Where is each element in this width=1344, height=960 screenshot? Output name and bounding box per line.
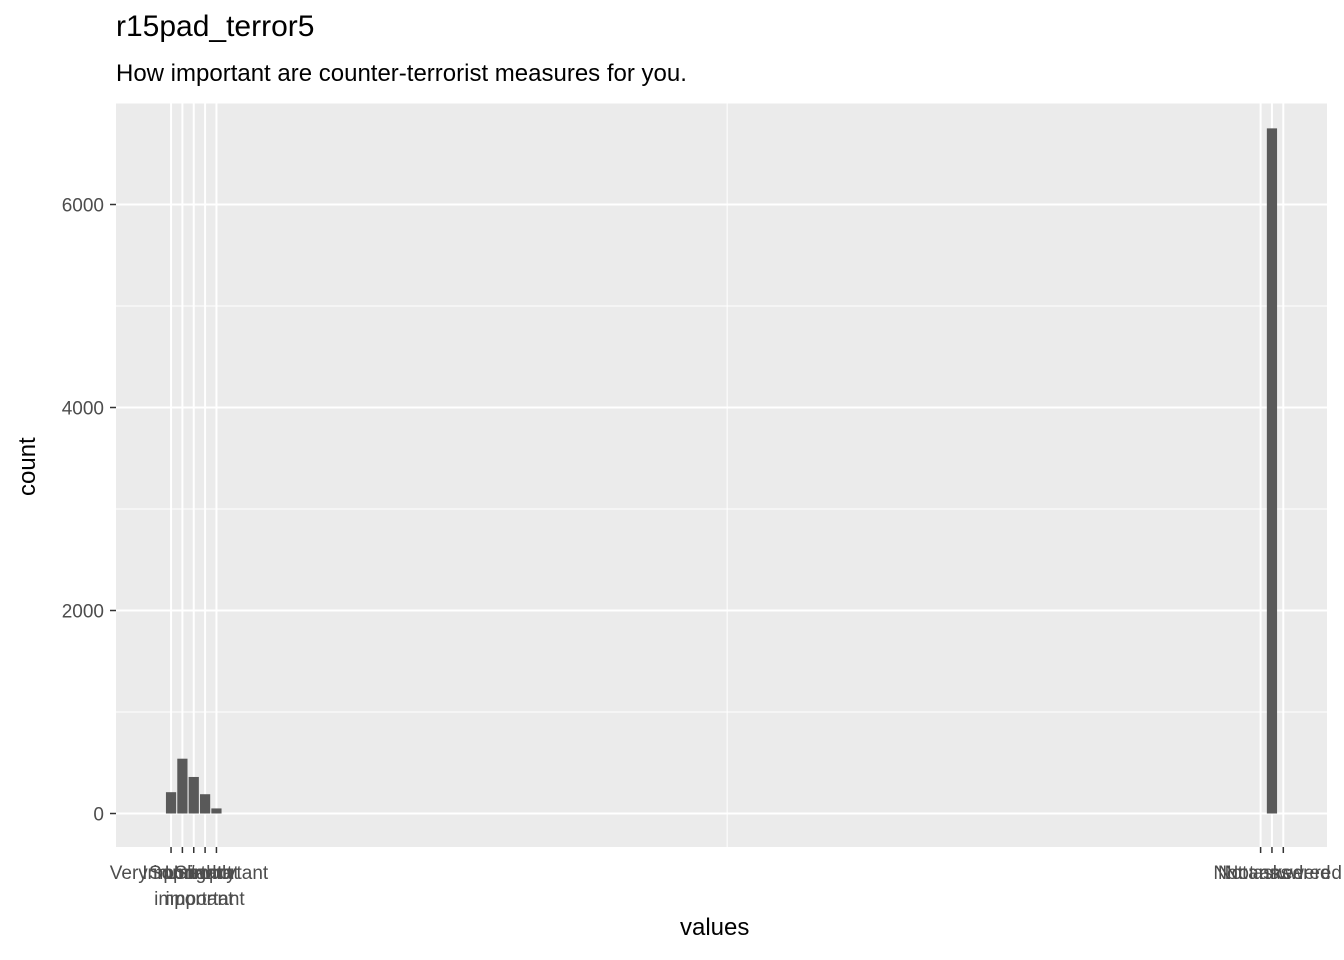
plot-panel [116,103,1327,847]
x-tick-label: Not answered [1225,863,1342,884]
y-tick-label: 2000 [62,602,104,623]
x-tick-label: Somewhat [149,863,239,884]
bar [165,792,177,814]
x-tick-label: Slightly [174,863,236,884]
y-tick-label: 0 [93,805,104,826]
bar [1266,128,1278,814]
x-tick-label: Not answered [1213,863,1330,884]
chart-subtitle: How important are counter-terrorist meas… [116,60,687,87]
bar [199,794,211,814]
x-tick-label: Important [142,863,223,884]
x-tick-label: Very important [110,863,233,884]
bar [177,758,188,814]
bar [188,776,199,814]
x-tick-label: important [165,889,245,910]
bar [211,808,222,814]
y-tick-label: 6000 [62,196,104,217]
x-tick-label: Unimportant [165,863,269,884]
x-tick-label: important [154,889,234,910]
x-tick-label: Not asked [1218,863,1304,884]
x-axis-label: values [680,914,750,941]
chart-title: r15pad_terror5 [116,10,315,43]
y-tick-label: 4000 [62,399,104,420]
